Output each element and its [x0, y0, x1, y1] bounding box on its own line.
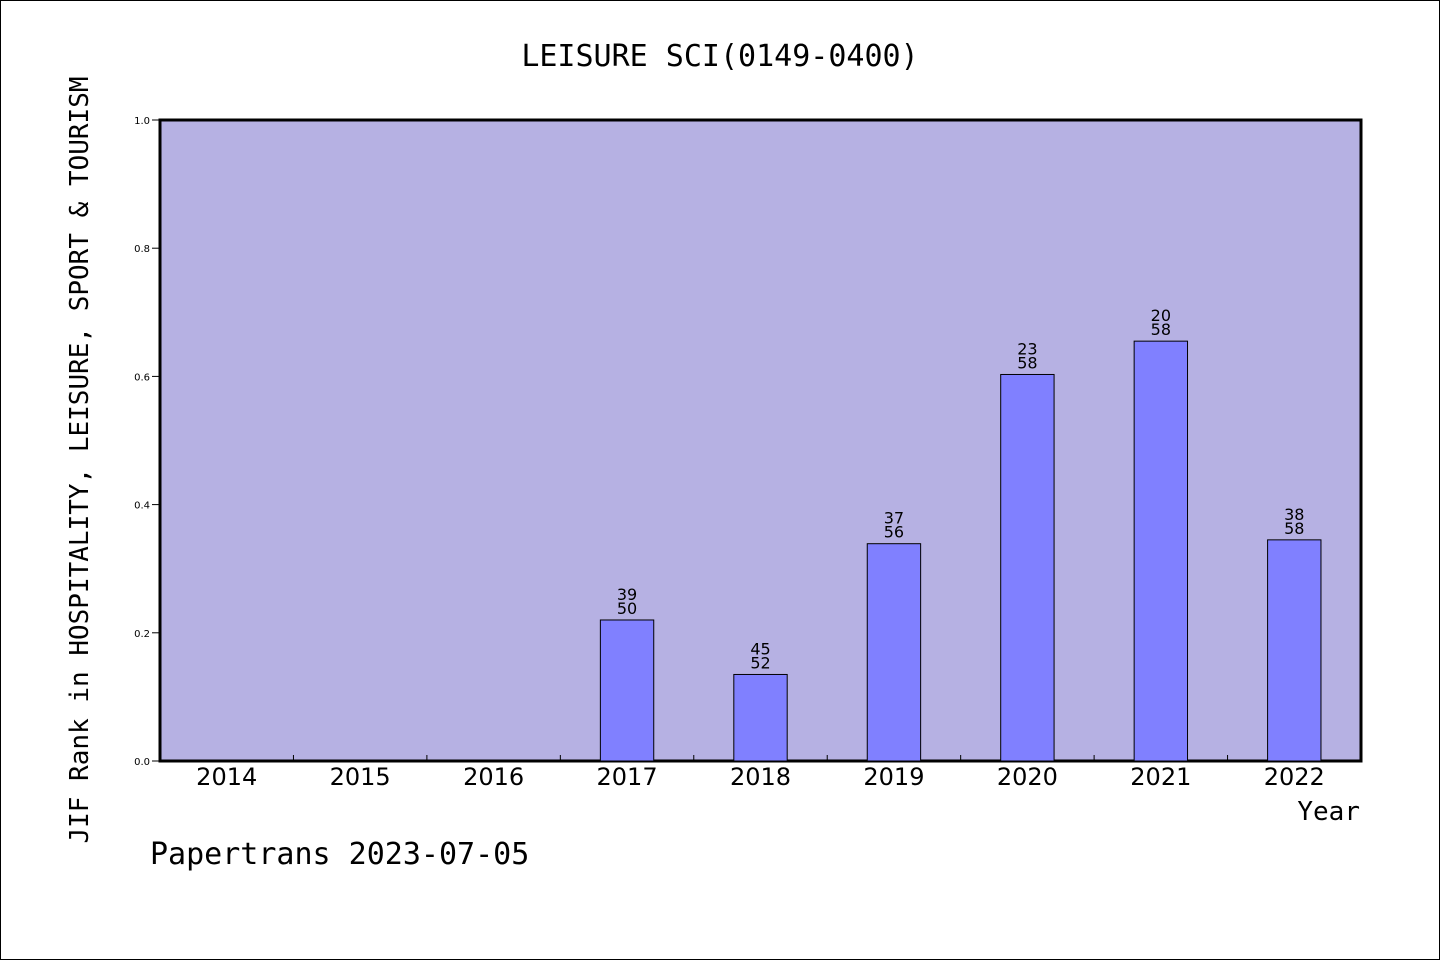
chart-title: LEISURE SCI(0149-0400) — [521, 39, 918, 74]
bar-rank-label-2021: 20 — [1151, 306, 1171, 325]
y-tick-label-0.2: 0.2 — [134, 629, 150, 640]
bar-total-label-2020: 58 — [1017, 353, 1037, 372]
bar-2019 — [866, 543, 922, 762]
bar-total-label-2021: 58 — [1151, 320, 1171, 339]
bar-2018 — [733, 673, 788, 762]
bar-2021 — [1133, 340, 1189, 762]
bar-total-label-2017: 50 — [617, 599, 637, 618]
y-tick-label-0.8: 0.8 — [134, 244, 150, 255]
footer-watermark: Papertrans 2023-07-05 — [150, 837, 529, 872]
y-tick-label-1.0: 1.0 — [134, 116, 150, 127]
y-tick-label-0.4: 0.4 — [134, 501, 150, 512]
x-tick-label-2021: 2021 — [1130, 763, 1191, 791]
bar-2017 — [599, 619, 655, 762]
y-tick-label-0.6: 0.6 — [134, 372, 150, 383]
x-tick-label-2020: 2020 — [997, 763, 1058, 791]
x-tick-label-2022: 2022 — [1264, 763, 1325, 791]
bar-2022 — [1267, 539, 1322, 762]
bar-rank-label-2018: 45 — [750, 639, 770, 658]
bar-rank-label-2020: 23 — [1017, 339, 1037, 358]
bar-total-label-2022: 58 — [1284, 519, 1304, 538]
y-axis-ticks: 0.0 0.2 0.4 0.6 0.8 1.0 — [134, 116, 160, 768]
bar-2020 — [1000, 373, 1055, 762]
bar-rank-label-2017: 39 — [617, 585, 637, 604]
x-axis-ticks: 2014 2015 2016 2017 2018 2019 2020 2021 2022 — [196, 755, 1325, 791]
x-tick-label-2018: 2018 — [730, 763, 791, 791]
x-tick-label-2016: 2016 — [463, 763, 524, 791]
y-tick-label-0.0: 0.0 — [134, 757, 150, 768]
bar-rank-label-2019: 37 — [884, 509, 904, 528]
x-axis-label: Year — [1297, 797, 1360, 827]
x-tick-label-2019: 2019 — [863, 763, 924, 791]
bar-total-label-2018: 52 — [750, 653, 770, 672]
bar-rank-label-2022: 38 — [1284, 505, 1304, 524]
x-tick-label-2017: 2017 — [597, 763, 658, 791]
x-tick-label-2015: 2015 — [330, 763, 391, 791]
y-axis-label: JIF Rank in HOSPITALITY, LEISURE, SPORT … — [65, 76, 95, 843]
bars-layer — [599, 340, 1322, 762]
bar-total-label-2019: 56 — [884, 523, 904, 542]
x-tick-label-2014: 2014 — [196, 763, 257, 791]
